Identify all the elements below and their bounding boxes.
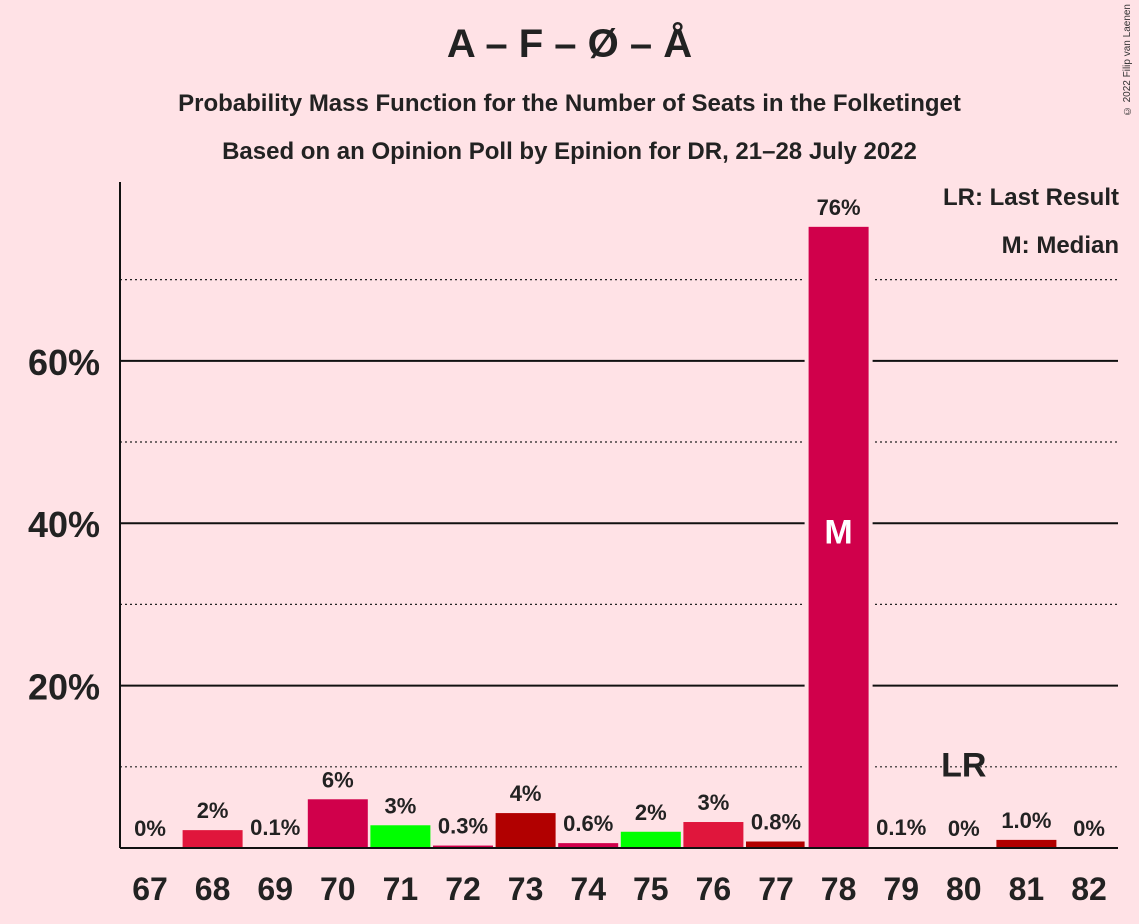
x-tick-label: 79 bbox=[883, 871, 919, 907]
y-tick-label: 20% bbox=[28, 667, 100, 708]
chart-subtitle-source: Based on an Opinion Poll by Epinion for … bbox=[222, 138, 917, 165]
bar bbox=[182, 830, 243, 848]
x-tick-label: 74 bbox=[570, 871, 606, 907]
median-marker: M bbox=[824, 514, 852, 552]
x-tick-label: 75 bbox=[633, 871, 669, 907]
chart-title: A – F – Ø – Å bbox=[446, 22, 693, 66]
bar-value-label: 1.0% bbox=[1001, 808, 1051, 833]
bar-value-label: 0.1% bbox=[250, 815, 300, 840]
bar-value-label: 4% bbox=[510, 781, 542, 806]
bar bbox=[558, 843, 619, 848]
x-tick-label: 67 bbox=[132, 871, 168, 907]
bar-value-label: 0.6% bbox=[563, 811, 613, 836]
bar-value-label: 0.1% bbox=[876, 815, 926, 840]
x-tick-label: 77 bbox=[758, 871, 794, 907]
bar-value-label: 0% bbox=[948, 816, 980, 841]
legend-last-result: LR: Last Result bbox=[942, 184, 1119, 211]
legend-median: M: Median bbox=[1001, 232, 1119, 259]
x-tick-label: 82 bbox=[1071, 871, 1107, 907]
bar-value-label: 3% bbox=[698, 790, 730, 815]
bar bbox=[433, 845, 493, 848]
x-tick-label: 71 bbox=[383, 871, 419, 907]
bar-value-label: 0% bbox=[134, 816, 166, 841]
bar-value-label: 3% bbox=[385, 793, 417, 818]
chart-subtitle: Probability Mass Function for the Number… bbox=[178, 90, 961, 117]
bar-value-label: 0% bbox=[1073, 816, 1105, 841]
last-result-marker: LR bbox=[941, 747, 986, 785]
bar bbox=[996, 839, 1057, 848]
x-tick-label: 80 bbox=[946, 871, 982, 907]
x-tick-label: 70 bbox=[320, 871, 356, 907]
bar-value-label: 6% bbox=[322, 767, 354, 792]
bar-value-label: 76% bbox=[817, 195, 861, 220]
x-tick-label: 73 bbox=[508, 871, 544, 907]
x-tick-label: 69 bbox=[257, 871, 293, 907]
bar bbox=[370, 825, 431, 848]
bar bbox=[683, 822, 744, 848]
bar-value-label: 2% bbox=[197, 798, 229, 823]
bar-value-label: 2% bbox=[635, 800, 667, 825]
bar bbox=[495, 813, 556, 848]
x-tick-label: 68 bbox=[195, 871, 231, 907]
bar bbox=[620, 831, 681, 848]
x-tick-label: 81 bbox=[1009, 871, 1045, 907]
bar-value-label: 0.3% bbox=[438, 814, 488, 839]
bar bbox=[808, 226, 869, 848]
x-tick-label: 76 bbox=[696, 871, 732, 907]
y-tick-label: 40% bbox=[28, 504, 100, 545]
x-tick-label: 72 bbox=[445, 871, 481, 907]
y-tick-label: 60% bbox=[28, 342, 100, 383]
bar bbox=[307, 799, 368, 848]
x-tick-label: 78 bbox=[821, 871, 857, 907]
bar-value-label: 0.8% bbox=[751, 810, 801, 835]
bar bbox=[746, 841, 806, 848]
